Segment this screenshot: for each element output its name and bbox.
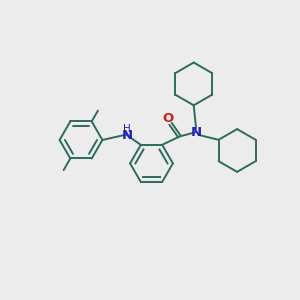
Text: H: H bbox=[123, 124, 131, 134]
Text: O: O bbox=[163, 112, 174, 125]
Text: N: N bbox=[190, 126, 202, 139]
Text: N: N bbox=[122, 129, 133, 142]
